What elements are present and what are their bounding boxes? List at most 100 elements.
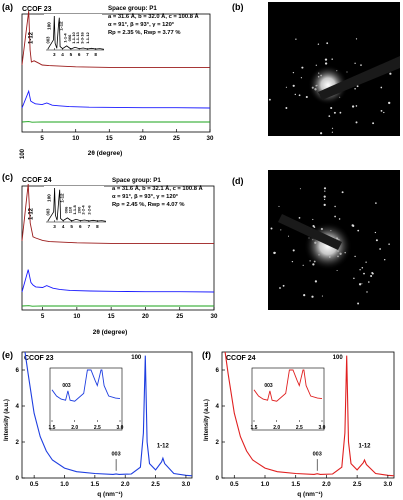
- diffraction-spot: [285, 107, 288, 109]
- inset-x-tick-label: 3.0: [319, 425, 326, 431]
- diffraction-spot: [311, 295, 314, 298]
- panel-c-fit: Rp = 2.45 %, Rwp = 4.07 %: [112, 202, 185, 208]
- panel-f-xlabel: q (nm⁻¹): [297, 491, 322, 498]
- inset-x-tick-label: 2.5: [94, 425, 101, 431]
- diffraction-spot: [305, 95, 308, 99]
- x-tick-label: 25: [173, 135, 180, 142]
- panel-a-xlabel: 2θ (degree): [88, 150, 123, 157]
- panel-d: (d): [232, 170, 400, 310]
- diffraction-spot: [273, 251, 276, 255]
- diffraction-spot: [354, 255, 356, 258]
- panel-c-plot: 5 10 15 20 25 30 100 1-12: [20, 148, 218, 320]
- y-tick-label: 0: [216, 475, 220, 482]
- diffraction-spot: [303, 294, 306, 297]
- panel-a-cell2: α = 91°, β = 93°, γ = 120°: [108, 22, 175, 28]
- x-tick-label: 1.0: [261, 481, 270, 488]
- diffraction-spot: [357, 229, 360, 232]
- diffraction-spot: [278, 205, 280, 207]
- diffraction-spot: [314, 280, 318, 283]
- inset-peak-label: 110: [68, 206, 73, 213]
- inset-x-tick-label: 5: [70, 52, 73, 57]
- inset-peak-label: 1-1-12: [85, 31, 90, 43]
- diffraction-spot: [298, 217, 301, 219]
- diffraction-spot: [361, 266, 364, 269]
- diffraction-spot: [285, 86, 287, 88]
- inset-curve: [253, 369, 323, 402]
- panel-f-plot: 0.5 1.0 1.5 2.0 2.5 3.0 0 2 4 6 100 003 1-12: [216, 351, 395, 488]
- peak-label-100: 100: [20, 148, 26, 159]
- diffraction-spot: [374, 231, 377, 234]
- saed-center-glow-b: [308, 65, 348, 105]
- inset-peak-label: 100: [46, 22, 51, 30]
- x-tick-label: 15: [108, 313, 115, 320]
- diffraction-spot: [320, 132, 323, 135]
- diffraction-spot: [363, 272, 365, 275]
- inset-peak-label: 200: [76, 206, 81, 213]
- diffraction-spot: [324, 58, 328, 61]
- x-tick-label: 20: [139, 135, 146, 142]
- diffraction-spot: [282, 284, 285, 287]
- diffraction-spot: [321, 295, 323, 297]
- diffraction-spot: [323, 195, 326, 198]
- inset-peak-label: 1-1-8: [72, 205, 77, 215]
- inset-peak-label: 3-3-16: [79, 31, 84, 43]
- pxrd-series-2: [21, 269, 215, 293]
- inset-peak-label: 003: [45, 208, 50, 216]
- diffraction-spot: [324, 62, 328, 65]
- panel-a-inset: 3 4 5 6 7 8 100 1-12 003 1-1-4 006 1-1-10 1-1-13 3-3-…: [44, 14, 105, 57]
- panel-a-fit: Rp = 2.35 %, Rwp = 3.77 %: [108, 30, 181, 36]
- inset-peak-label: 006: [63, 206, 68, 213]
- diffraction-spot: [361, 283, 363, 285]
- diffraction-spot: [301, 66, 304, 69]
- x-tick-label: 0.5: [230, 481, 239, 488]
- x-tick-label: 25: [176, 313, 183, 320]
- panel-a-label: (a): [2, 2, 13, 12]
- diffraction-spot: [300, 77, 303, 79]
- x-tick-label: 1.5: [291, 481, 300, 488]
- diffraction-spot: [360, 64, 362, 66]
- diffraction-spot: [324, 190, 326, 192]
- diffraction-spot: [389, 72, 392, 75]
- diffraction-spot: [334, 205, 336, 208]
- panel-f-sample: CCOF 24: [226, 355, 256, 362]
- pxrd-series-3: [21, 305, 214, 307]
- diffraction-spot: [355, 121, 358, 124]
- diffraction-spot: [334, 215, 336, 218]
- x-tick-label: 15: [106, 135, 113, 142]
- diffraction-spot: [353, 277, 355, 280]
- peak-label-1-12: 1-12: [29, 207, 35, 220]
- x-tick-label: 3.0: [182, 481, 191, 488]
- x-tick-label: 0.5: [30, 481, 39, 488]
- y-tick-label: 2: [216, 439, 220, 446]
- x-tick-label: 1.5: [91, 481, 100, 488]
- x-tick-label: 20: [142, 313, 149, 320]
- diffraction-spot: [323, 187, 327, 190]
- diffraction-spot: [356, 85, 359, 88]
- panel-e-xlabel: q (nm⁻¹): [97, 491, 122, 498]
- peak-label-003: 003: [112, 452, 121, 458]
- diffraction-spot: [280, 229, 282, 231]
- saxs-curve: [224, 351, 395, 477]
- inset-x-tick-label: 2.0: [71, 425, 78, 431]
- diffraction-spot: [292, 249, 295, 252]
- inset-x-tick-label: 7: [88, 224, 91, 229]
- diffraction-spot: [328, 115, 331, 117]
- inset-peak-label-003: 003: [264, 383, 273, 389]
- inset-x-tick-label: 4: [62, 224, 65, 229]
- diffraction-spot: [299, 188, 301, 190]
- panel-c-frame: [21, 185, 215, 311]
- panel-e-inset: 1.5 2.0 2.5 3.0 003: [49, 367, 124, 431]
- panel-c-xlabel: 2θ (degree): [93, 329, 128, 336]
- peak-label-100: 100: [131, 355, 142, 361]
- diffraction-spot: [357, 302, 360, 305]
- x-tick-label: 30: [211, 313, 218, 320]
- panel-c-cell2: α = 91°, β = 93°, γ = 120°: [112, 194, 179, 200]
- diffraction-spot: [279, 287, 281, 289]
- diffraction-spot: [291, 260, 294, 263]
- inset-curve: [51, 369, 121, 402]
- panel-f-label: (f): [202, 350, 211, 360]
- diffraction-spot: [354, 87, 356, 90]
- inset-x-tick-label: 3: [53, 52, 56, 57]
- y-tick-label: 4: [216, 403, 220, 410]
